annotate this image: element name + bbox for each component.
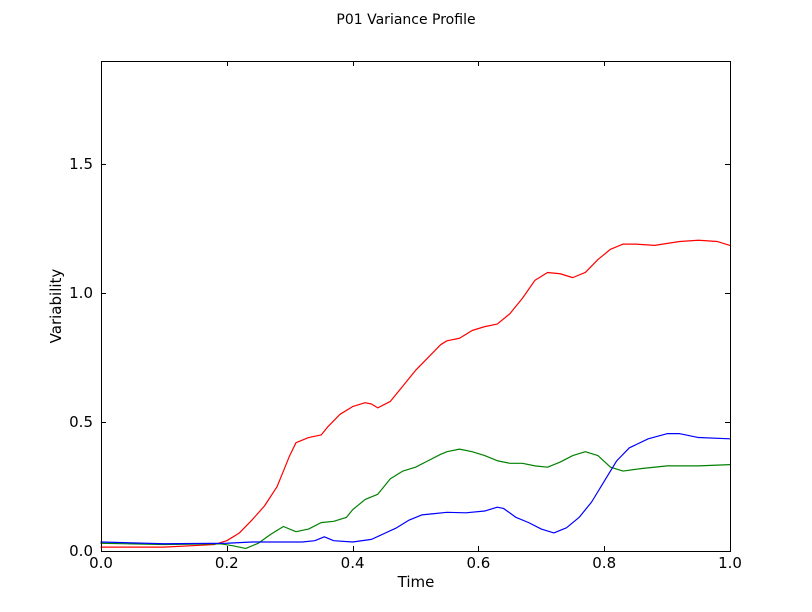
chart-title: P01 Variance Profile bbox=[336, 12, 475, 28]
x-tick-label: 0.4 bbox=[341, 554, 365, 572]
y-tick-label: 1.0 bbox=[69, 284, 93, 302]
x-axis-label: Time bbox=[397, 573, 435, 591]
x-tick-label: 1.0 bbox=[718, 554, 742, 572]
y-tick-label: 0.5 bbox=[69, 413, 93, 431]
tick-layer: 0.0 0.2 0.4 0.6 0.8 1.0 0.0 0.5 1.0 1.5 bbox=[69, 61, 742, 572]
series-line-3 bbox=[100, 433, 731, 545]
plot-frame bbox=[101, 61, 731, 552]
y-tick-label: 0.0 bbox=[69, 542, 93, 560]
series-line-2 bbox=[100, 448, 731, 550]
y-axis-label: Variability bbox=[47, 269, 65, 344]
series-line-1 bbox=[100, 239, 731, 548]
x-tick-label: 0.6 bbox=[466, 554, 490, 572]
x-tick-label: 0.0 bbox=[89, 554, 113, 572]
x-tick-label: 0.8 bbox=[592, 554, 616, 572]
series-layer bbox=[100, 239, 731, 550]
y-tick-label: 1.5 bbox=[69, 155, 93, 173]
x-tick-label: 0.2 bbox=[215, 554, 239, 572]
